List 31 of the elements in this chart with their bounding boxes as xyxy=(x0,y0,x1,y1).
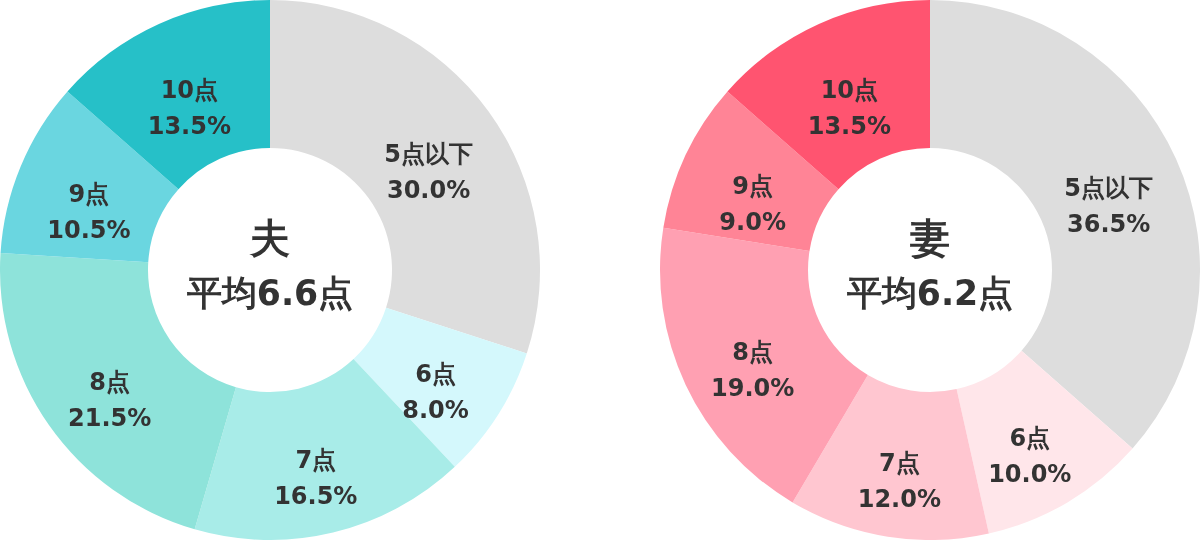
slice-label: 10点 xyxy=(820,76,879,105)
data-label: 30.0% xyxy=(386,175,471,204)
data-label: 12.0% xyxy=(857,484,941,513)
data-label: 36.5% xyxy=(1067,210,1151,239)
data-label: 19.0% xyxy=(711,374,795,403)
slice-label: 9点 xyxy=(68,179,110,208)
slice-label: 6点 xyxy=(415,360,456,389)
data-label: 21.5% xyxy=(68,403,152,432)
data-label: 16.5% xyxy=(274,481,358,510)
slice-label: 8点 xyxy=(732,338,774,367)
slice-label: 8点 xyxy=(89,367,130,396)
slice-label: 7点 xyxy=(295,445,337,474)
donut-slice xyxy=(956,350,1133,534)
data-label: 9.0% xyxy=(719,207,786,236)
text: 妻 xyxy=(909,215,950,261)
slice-label: 6点 xyxy=(1009,423,1051,452)
data-label: 13.5% xyxy=(807,112,891,141)
data-label: 8.0% xyxy=(402,396,469,425)
slice-label: 9点 xyxy=(732,171,774,200)
slice-label: 5点以下 xyxy=(384,139,473,168)
text: 夫 xyxy=(249,215,290,261)
data-label: 10.0% xyxy=(988,459,1072,488)
data-label: 10.5% xyxy=(47,215,131,244)
slice-label: 10点 xyxy=(160,76,219,105)
text: 平均6.2点 xyxy=(845,273,1014,313)
donut-slice xyxy=(353,307,527,467)
text: 平均6.6点 xyxy=(185,273,354,313)
slice-label: 7点 xyxy=(878,448,920,477)
donut-slice xyxy=(792,375,989,540)
slice-label: 5点以下 xyxy=(1064,174,1153,203)
data-label: 13.5% xyxy=(147,112,231,141)
